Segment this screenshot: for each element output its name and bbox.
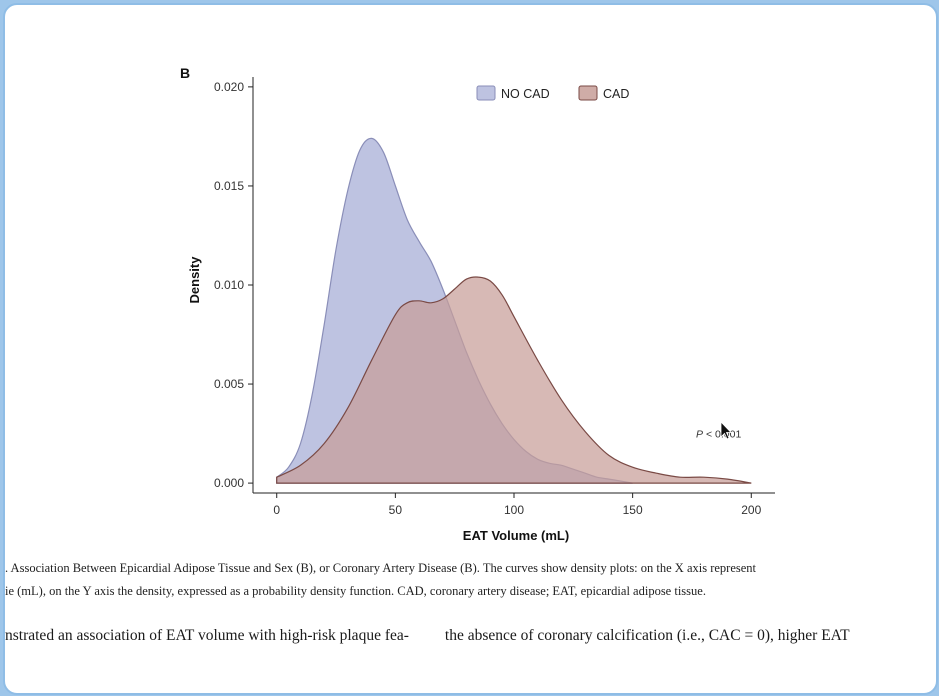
x-tick-label: 50 bbox=[389, 503, 403, 517]
figure-caption-line-2: ie (mL), on the Y axis the density, expr… bbox=[5, 584, 706, 598]
x-tick-label: 100 bbox=[504, 503, 524, 517]
mouse-pointer-icon bbox=[720, 421, 732, 440]
figure-caption-line-1: . Association Between Epicardial Adipose… bbox=[5, 561, 757, 575]
density-chart: B 0 50 100 150 200 0.000 0.005 0.010 0.015 0.020 E… bbox=[180, 65, 775, 543]
x-tick-label: 0 bbox=[273, 503, 280, 517]
y-tick-label: 0.015 bbox=[214, 179, 244, 193]
screenshot-frame: B 0 50 100 150 200 0.000 0.005 0.010 0.015 0.020 E… bbox=[3, 3, 938, 695]
body-text-part-2: the absence of coronary calcification (i… bbox=[444, 627, 850, 644]
y-tick-label: 0.010 bbox=[214, 278, 244, 292]
body-text-part-1: nstrated an association of EAT volume wi… bbox=[5, 627, 409, 644]
y-tick-label: 0.020 bbox=[214, 80, 244, 94]
panel-label: B bbox=[180, 65, 190, 81]
x-axis-title: EAT Volume (mL) bbox=[463, 528, 569, 543]
legend-swatch bbox=[578, 85, 598, 101]
p-value-annotation: P < 0.001 bbox=[696, 429, 741, 441]
x-tick-label: 150 bbox=[623, 503, 643, 517]
y-axis-title: Density bbox=[187, 256, 202, 304]
density-area-cad bbox=[276, 276, 752, 484]
y-tick-label: 0.000 bbox=[214, 476, 244, 490]
y-tick-label: 0.005 bbox=[214, 377, 244, 391]
x-tick-label: 200 bbox=[741, 503, 761, 517]
legend-label: NO CAD bbox=[501, 87, 550, 101]
legend-label: CAD bbox=[603, 87, 629, 101]
article-body-line: nstrated an association of EAT volume wi… bbox=[5, 627, 936, 645]
legend-swatch bbox=[476, 85, 496, 101]
